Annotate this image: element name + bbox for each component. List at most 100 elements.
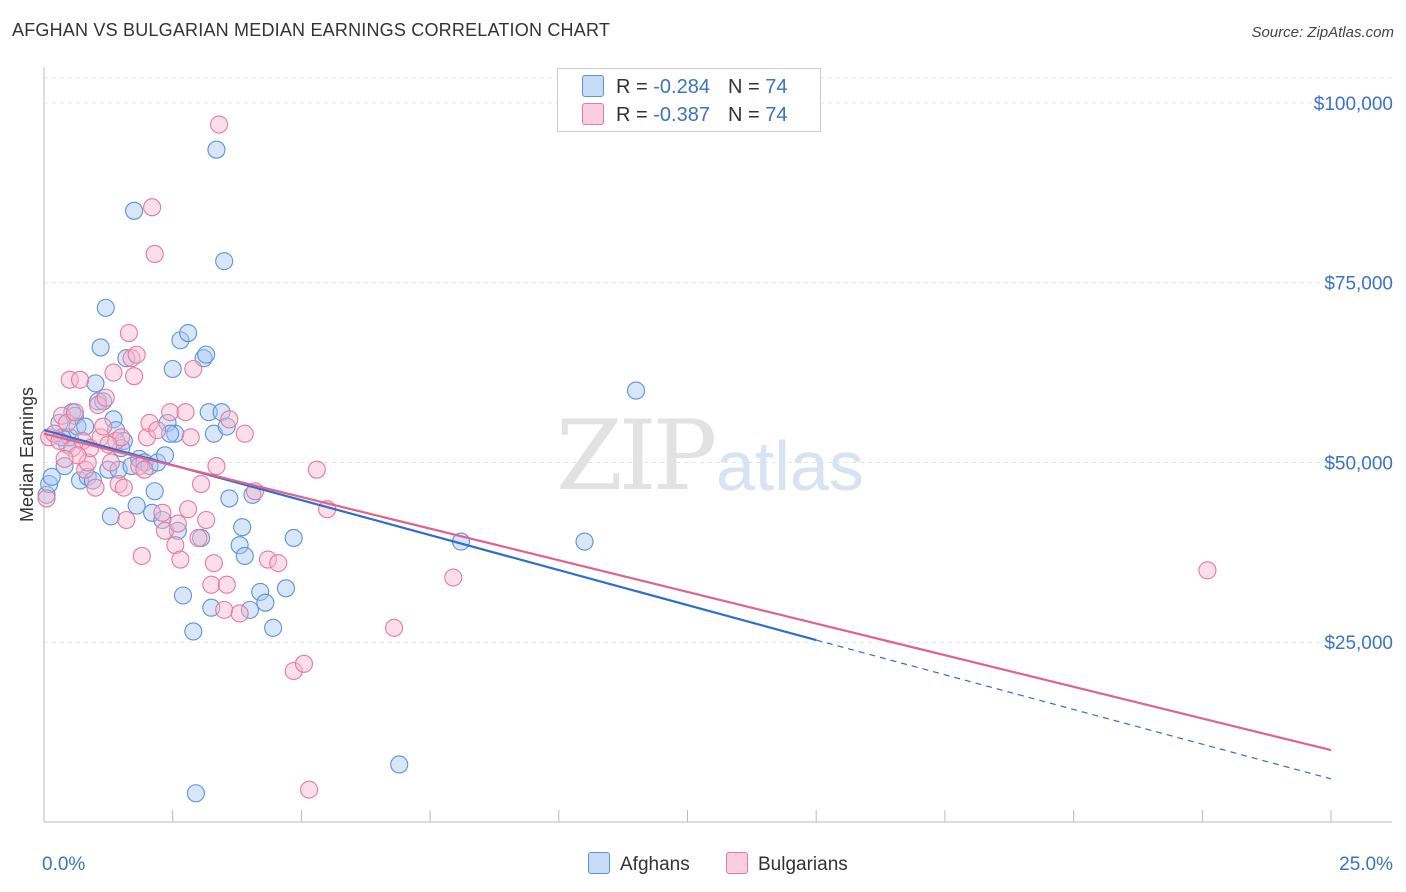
data-point-bulgarians [1198,561,1217,580]
x-tick-label: 0.0% [42,854,85,875]
y-tick-label: $75,000 [1324,274,1393,295]
data-point-afghans [163,359,182,379]
bottom-legend-afghans: Afghans [588,852,690,876]
data-point-bulgarians [70,370,90,389]
data-point-bulgarians [385,618,404,637]
correlation-legend: R = -0.284 N = 74 R = -0.387 N = 74 [557,68,821,132]
data-point-afghans [168,521,187,540]
data-point-bulgarians [181,428,200,447]
x-tick-label: 25.0% [1339,854,1393,875]
data-point-afghans [575,532,594,551]
data-point-afghans [125,201,144,220]
data-point-afghans [68,417,87,436]
data-point-afghans [184,622,203,641]
data-point-bulgarians [86,478,105,497]
data-point-bulgarians [153,503,172,522]
data-point-bulgarians [300,780,319,799]
watermark-atlas: atlas [716,427,864,505]
data-point-afghans [76,417,95,436]
data-point-afghans [42,467,61,486]
data-point-bulgarians [258,550,277,569]
bottom-legend-bulgarians: Bulgarians [726,852,848,876]
data-point-bulgarians [204,554,223,573]
data-point-afghans [233,518,252,537]
data-point-bulgarians [122,349,141,368]
source-label: Source: ZipAtlas.com [1251,24,1394,41]
data-point-afghans [86,374,105,393]
data-point-afghans [153,510,172,530]
data-point-bulgarians [132,546,151,566]
data-point-bulgarians [166,536,185,555]
legend-swatch-bulgarians [582,103,604,125]
data-point-bulgarians [176,403,195,422]
data-point-afghans [199,403,218,422]
data-point-bulgarians [37,489,56,508]
legend-n-value-afghans: 74 [765,76,788,98]
data-point-afghans [101,507,120,526]
data-point-afghans [256,593,275,612]
data-point-afghans [240,600,259,619]
data-point-bulgarians [230,604,249,623]
data-point-afghans [55,457,74,476]
data-point-bulgarians [171,550,190,569]
bottom-legend-swatch-afghans [588,852,610,874]
trend-line-bulgarians [43,432,1332,752]
data-point-afghans [99,460,118,479]
legend-n-value-bulgarians: 74 [765,104,788,126]
data-point-bulgarians [294,654,314,673]
data-point-afghans [215,252,234,271]
data-point-afghans [230,536,249,555]
data-point-bulgarians [96,388,115,407]
data-point-bulgarians [215,600,234,619]
data-point-bulgarians [125,367,144,386]
data-point-bulgarians [220,410,239,429]
legend-n-label: N = [727,76,766,98]
bottom-legend-label-afghans: Afghans [620,854,690,875]
data-point-afghans [186,784,205,803]
data-point-bulgarians [117,510,136,530]
data-point-bulgarians [217,575,236,594]
data-point-bulgarians [207,457,226,476]
data-point-bulgarians [55,449,74,468]
data-point-bulgarians [109,474,128,494]
legend-r-value-afghans: -0.284 [653,76,710,98]
data-point-afghans [91,338,110,357]
data-point-afghans [220,489,239,508]
data-point-afghans [251,582,270,601]
data-point-afghans [96,298,115,317]
trend-line-extension-afghans [816,639,1332,780]
data-point-afghans [40,474,59,494]
data-point-afghans [117,349,136,368]
y-tick-label: $25,000 [1324,633,1393,654]
y-tick-label: $100,000 [1314,94,1393,115]
data-point-bulgarians [189,528,208,548]
data-point-bulgarians [127,345,146,364]
data-point-bulgarians [89,395,108,415]
data-point-bulgarians [135,460,154,479]
data-point-bulgarians [202,575,221,594]
legend-r-label: R = [616,104,654,126]
data-point-afghans [235,546,254,566]
data-point-bulgarians [114,478,133,497]
data-point-bulgarians [145,244,164,264]
data-point-afghans [171,331,190,350]
data-point-bulgarians [209,115,229,134]
data-point-bulgarians [179,500,198,519]
data-point-afghans [166,424,185,443]
data-point-bulgarians [101,453,120,472]
data-point-afghans [390,755,409,774]
data-point-afghans [207,140,226,159]
data-point-afghans [212,403,231,422]
data-point-afghans [143,503,162,522]
data-point-afghans [284,528,303,548]
data-point-bulgarians [65,403,84,422]
legend-r-label: R = [616,76,654,98]
data-point-bulgarians [191,474,211,494]
data-point-bulgarians [76,460,95,479]
chart-title: AFGHAN VS BULGARIAN MEDIAN EARNINGS CORR… [12,20,611,40]
data-point-bulgarians [137,428,157,447]
data-point-afghans [50,413,69,432]
legend-row-bulgarians: R = -0.387 N = 74 [582,103,787,127]
data-point-bulgarians [161,403,180,422]
